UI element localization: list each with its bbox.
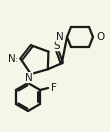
Text: O: O <box>96 32 104 42</box>
Text: N: N <box>8 55 16 64</box>
Text: N: N <box>25 73 33 83</box>
Text: F: F <box>51 83 57 93</box>
Text: S: S <box>53 41 60 51</box>
Text: N: N <box>56 32 64 42</box>
